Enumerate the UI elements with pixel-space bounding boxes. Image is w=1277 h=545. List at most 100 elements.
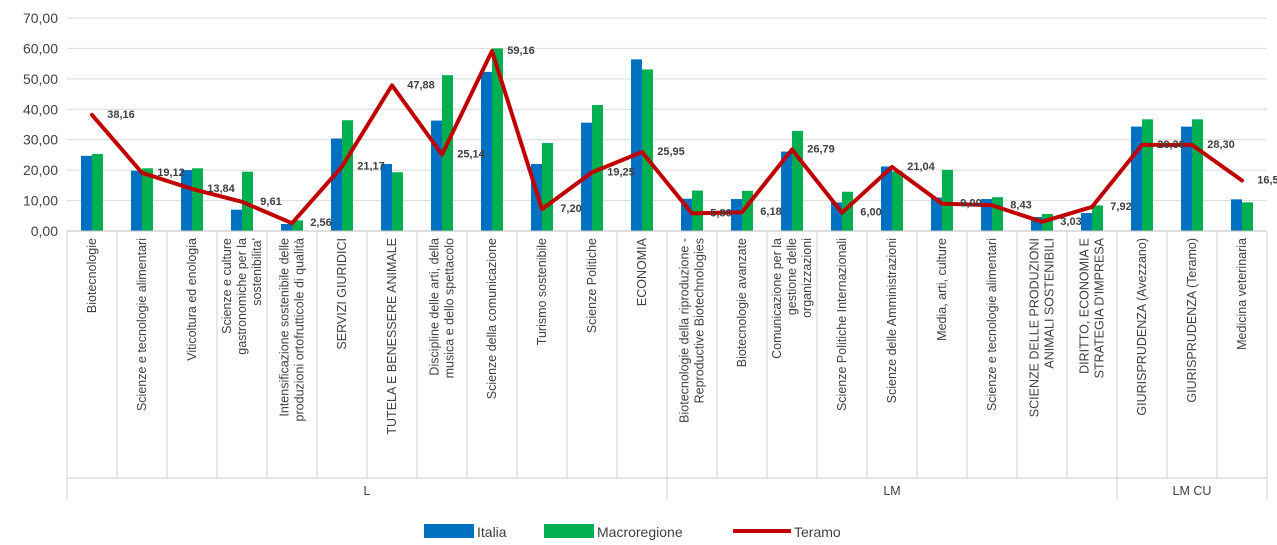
x-tick-label: Scienze e tecnologie alimentari	[985, 238, 999, 411]
bar-macroregione	[642, 69, 653, 231]
data-label: 28,30	[1157, 139, 1185, 151]
x-tick-label: Scienze della comunicazione	[485, 238, 499, 399]
bar-macroregione	[792, 130, 803, 231]
x-tick-label: Turismo sostenibile	[535, 238, 549, 345]
x-tick-label: Scienze Politiche Internazionali	[835, 238, 849, 411]
bar-italia	[381, 164, 392, 231]
bar-macroregione	[392, 172, 403, 231]
y-tick-label: 50,00	[23, 71, 58, 87]
bar-macroregione	[442, 75, 453, 231]
x-tick-label: Biotecnologie	[85, 238, 99, 313]
bar-italia	[681, 198, 692, 231]
data-label: 13,84	[207, 183, 235, 195]
bar-macroregione	[292, 220, 303, 231]
y-tick-label: 0,00	[31, 223, 58, 239]
group-label: LM	[883, 484, 900, 498]
bar-italia	[1081, 213, 1092, 231]
bar-italia	[981, 199, 992, 231]
bar-macroregione	[742, 190, 753, 231]
x-tick-label: Media, arti, culture	[935, 238, 949, 341]
bar-italia	[431, 120, 442, 231]
x-tick-label: DIRITTO, ECONOMIA ESTRATEGIA D'IMPRESA	[1078, 237, 1107, 378]
x-tick-label: Scienze e culturegastronomiche per lasos…	[220, 238, 264, 355]
y-tick-label: 20,00	[23, 162, 58, 178]
bar-italia	[731, 199, 742, 231]
data-label: 47,88	[407, 79, 435, 91]
data-labels: 38,16 19,12 13,84 9,61 2,56 21,17 47,88 25,14 59…	[107, 45, 1277, 229]
data-label: 2,56	[310, 217, 331, 229]
line-teramo	[90, 49, 1244, 226]
x-tick-label: GIURISPRUDENZA (Avezzano)	[1135, 238, 1149, 416]
bar-italia	[281, 224, 292, 231]
x-tick-label: Scienze e tecnologie alimentari	[135, 238, 149, 411]
x-tick-label: ECONOMIA	[635, 237, 649, 306]
bar-macroregione	[142, 168, 153, 231]
bar-macroregione	[492, 48, 503, 231]
bar-macroregione	[242, 171, 253, 231]
bar-macroregione	[942, 169, 953, 231]
legend: Italia Macroregione Teramo	[424, 524, 841, 540]
x-tick-label: Intensificazione sostenibile delleproduz…	[278, 238, 307, 421]
x-tick-label: Biotecnologie della riproduzione -Reprod…	[678, 238, 707, 423]
y-tick-label: 30,00	[23, 132, 58, 148]
category-groups: L LM LM CU	[364, 484, 1212, 498]
data-label: 9,61	[260, 196, 281, 208]
data-label: 19,12	[157, 167, 185, 179]
data-label: 19,25	[607, 166, 635, 178]
bar-macroregione	[842, 191, 853, 231]
data-label: 5,80	[710, 207, 731, 219]
data-label: 38,16	[107, 109, 135, 121]
bar-macroregione	[1242, 202, 1253, 231]
bar-italia	[81, 155, 92, 231]
x-tick-label: SERVIZI GIURIDICI	[335, 238, 349, 350]
bar-macroregione	[342, 120, 353, 231]
bar-macroregione	[1042, 213, 1053, 231]
data-label: 7,92	[1110, 201, 1131, 213]
bar-macroregione	[1192, 119, 1203, 231]
data-label: 3,03	[1060, 216, 1081, 228]
data-label: 16,58	[1257, 175, 1277, 187]
bar-italia	[181, 170, 192, 231]
x-tick-label: Comunicazione per lagestione delleorgani…	[770, 238, 814, 359]
data-label: 21,17	[357, 161, 385, 173]
legend-label: Teramo	[794, 524, 841, 540]
x-tick-label: Scienze delle Amministrazioni	[885, 238, 899, 403]
bar-italia	[331, 138, 342, 231]
bar-macroregione	[542, 143, 553, 231]
axes	[66, 230, 1268, 500]
x-tick-label: SCIENZE DELLE PRODUZIONIANIMALI SOSTENIB…	[1028, 238, 1057, 417]
bar-italia	[931, 197, 942, 231]
bar-italia	[631, 59, 642, 231]
y-tick-label: 70,00	[23, 10, 58, 26]
legend-label: Macroregione	[597, 524, 683, 540]
y-tick-label: 60,00	[23, 40, 58, 56]
bar-macroregione	[1092, 205, 1103, 231]
x-tick-label: Viticoltura ed enologia	[185, 238, 199, 361]
data-label: 59,16	[507, 45, 535, 57]
group-label: LM CU	[1173, 484, 1212, 498]
legend-swatch-macroregione	[544, 524, 594, 538]
x-tick-label: Medicina veterinaria	[1235, 238, 1249, 350]
bar-macroregione	[892, 171, 903, 231]
group-label: L	[364, 484, 371, 498]
data-label: 25,14	[457, 149, 485, 161]
data-label: 25,95	[657, 146, 685, 158]
legend-label: Italia	[477, 524, 507, 540]
bar-italia	[1031, 217, 1042, 231]
x-tick-label: Discipline delle arti, dellamusica e del…	[428, 238, 457, 378]
data-label: 26,79	[807, 143, 835, 155]
y-tick-label: 40,00	[23, 101, 58, 117]
data-label: 6,18	[760, 206, 781, 218]
bar-macroregione	[192, 168, 203, 231]
x-tick-label: TUTELA E BENESSERE ANIMALE	[385, 238, 399, 435]
legend-swatch-italia	[424, 524, 474, 538]
bar-italia	[781, 151, 792, 231]
x-tick-label: Scienze Politiche	[585, 238, 599, 333]
x-axis-ticks: Biotecnologie Scienze e tecnologie alimen…	[85, 237, 1249, 434]
y-axis-ticks: 0,00 10,00 20,00 30,00 40,00 50,00 60,00 70,00	[23, 10, 58, 239]
bar-macroregione	[692, 190, 703, 231]
data-label: 7,20	[560, 203, 581, 215]
bar-italia	[131, 170, 142, 231]
